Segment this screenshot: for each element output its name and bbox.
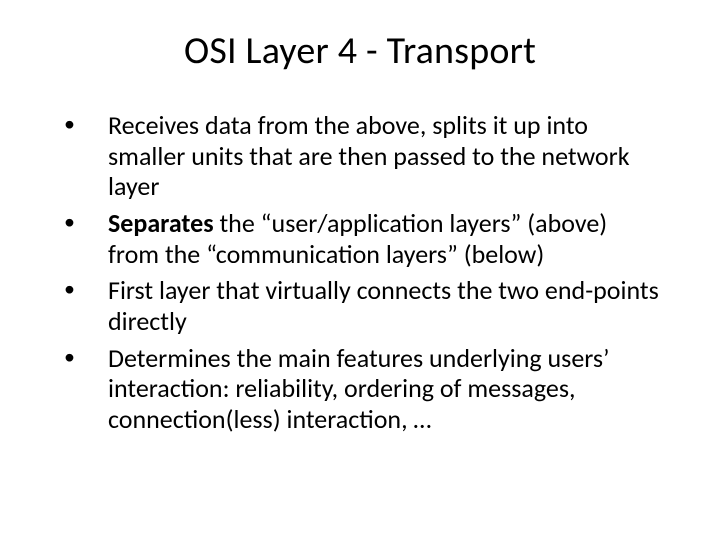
bullet-list: Receives data from the above, splits it … [44,110,676,435]
text-run: Determines the main features underlying … [108,342,610,435]
bullet-item: Receives data from the above, splits it … [50,110,660,202]
slide-title: OSI Layer 4 - Transport [44,28,676,74]
bullet-item: Separates the “user/application layers” … [50,208,660,269]
slide: OSI Layer 4 - Transport Receives data fr… [0,0,720,540]
text-run: First layer that virtually connects the … [108,274,659,337]
text-run: Receives data from the above, splits it … [108,109,630,202]
bullet-item: First layer that virtually connects the … [50,275,660,336]
text-run: Separates [108,207,214,239]
bullet-item: Determines the main features underlying … [50,343,660,435]
